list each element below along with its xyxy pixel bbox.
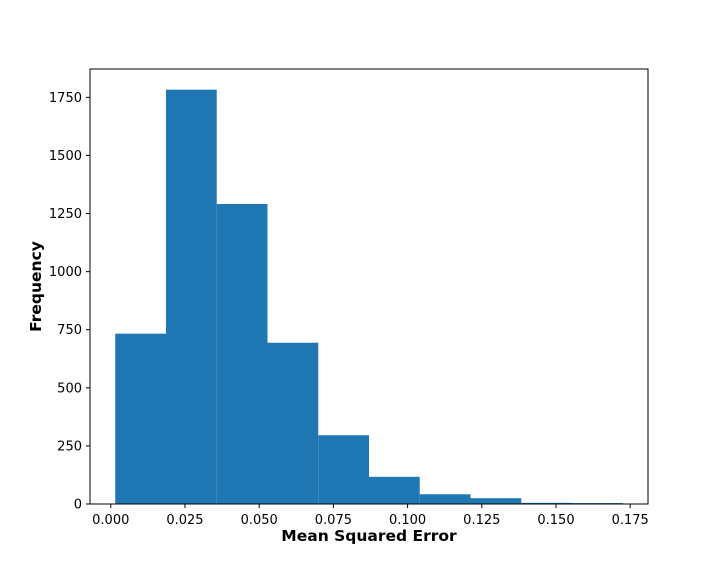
bars-group (115, 89, 623, 505)
y-tick-label: 1000 (49, 265, 82, 280)
x-axis-title: Mean Squared Error (281, 527, 457, 545)
x-tick-label: 0.050 (241, 513, 278, 528)
y-tick-label: 0 (74, 498, 82, 513)
histogram-bar (470, 498, 522, 504)
x-tick-label: 0.150 (537, 513, 574, 528)
x-tick-label: 0.075 (315, 513, 352, 528)
x-tick-label: 0.125 (463, 513, 500, 528)
y-tick-label: 750 (57, 323, 82, 338)
plot-frame (89, 68, 649, 505)
histogram-bar (115, 333, 166, 504)
y-tick-label: 500 (57, 381, 82, 396)
y-axis-title: Frequency (27, 241, 45, 332)
histogram-bar (216, 204, 268, 505)
x-tick-label: 0.025 (166, 513, 203, 528)
y-tick-label: 250 (57, 439, 82, 454)
histogram-bar (267, 342, 319, 504)
x-tick-label: 0.000 (92, 513, 129, 528)
y-tick-label: 1750 (49, 91, 82, 106)
histogram-bar (165, 89, 217, 504)
y-tick-label: 1250 (49, 207, 82, 222)
y-ticks-group: 0 250 500 750 1000 1250 1500 1750 (49, 91, 90, 513)
y-tick-label: 1500 (49, 149, 82, 164)
histogram-bar (521, 502, 573, 504)
x-tick-label: 0.100 (389, 513, 426, 528)
histogram-bar (419, 494, 471, 504)
histogram-bar (318, 435, 369, 504)
x-tick-label: 0.175 (612, 513, 649, 528)
histogram-bar (369, 476, 420, 504)
x-ticks-group: 0.000 0.025 0.050 0.075 0.100 0.125 0.150 0.175 (92, 504, 649, 528)
